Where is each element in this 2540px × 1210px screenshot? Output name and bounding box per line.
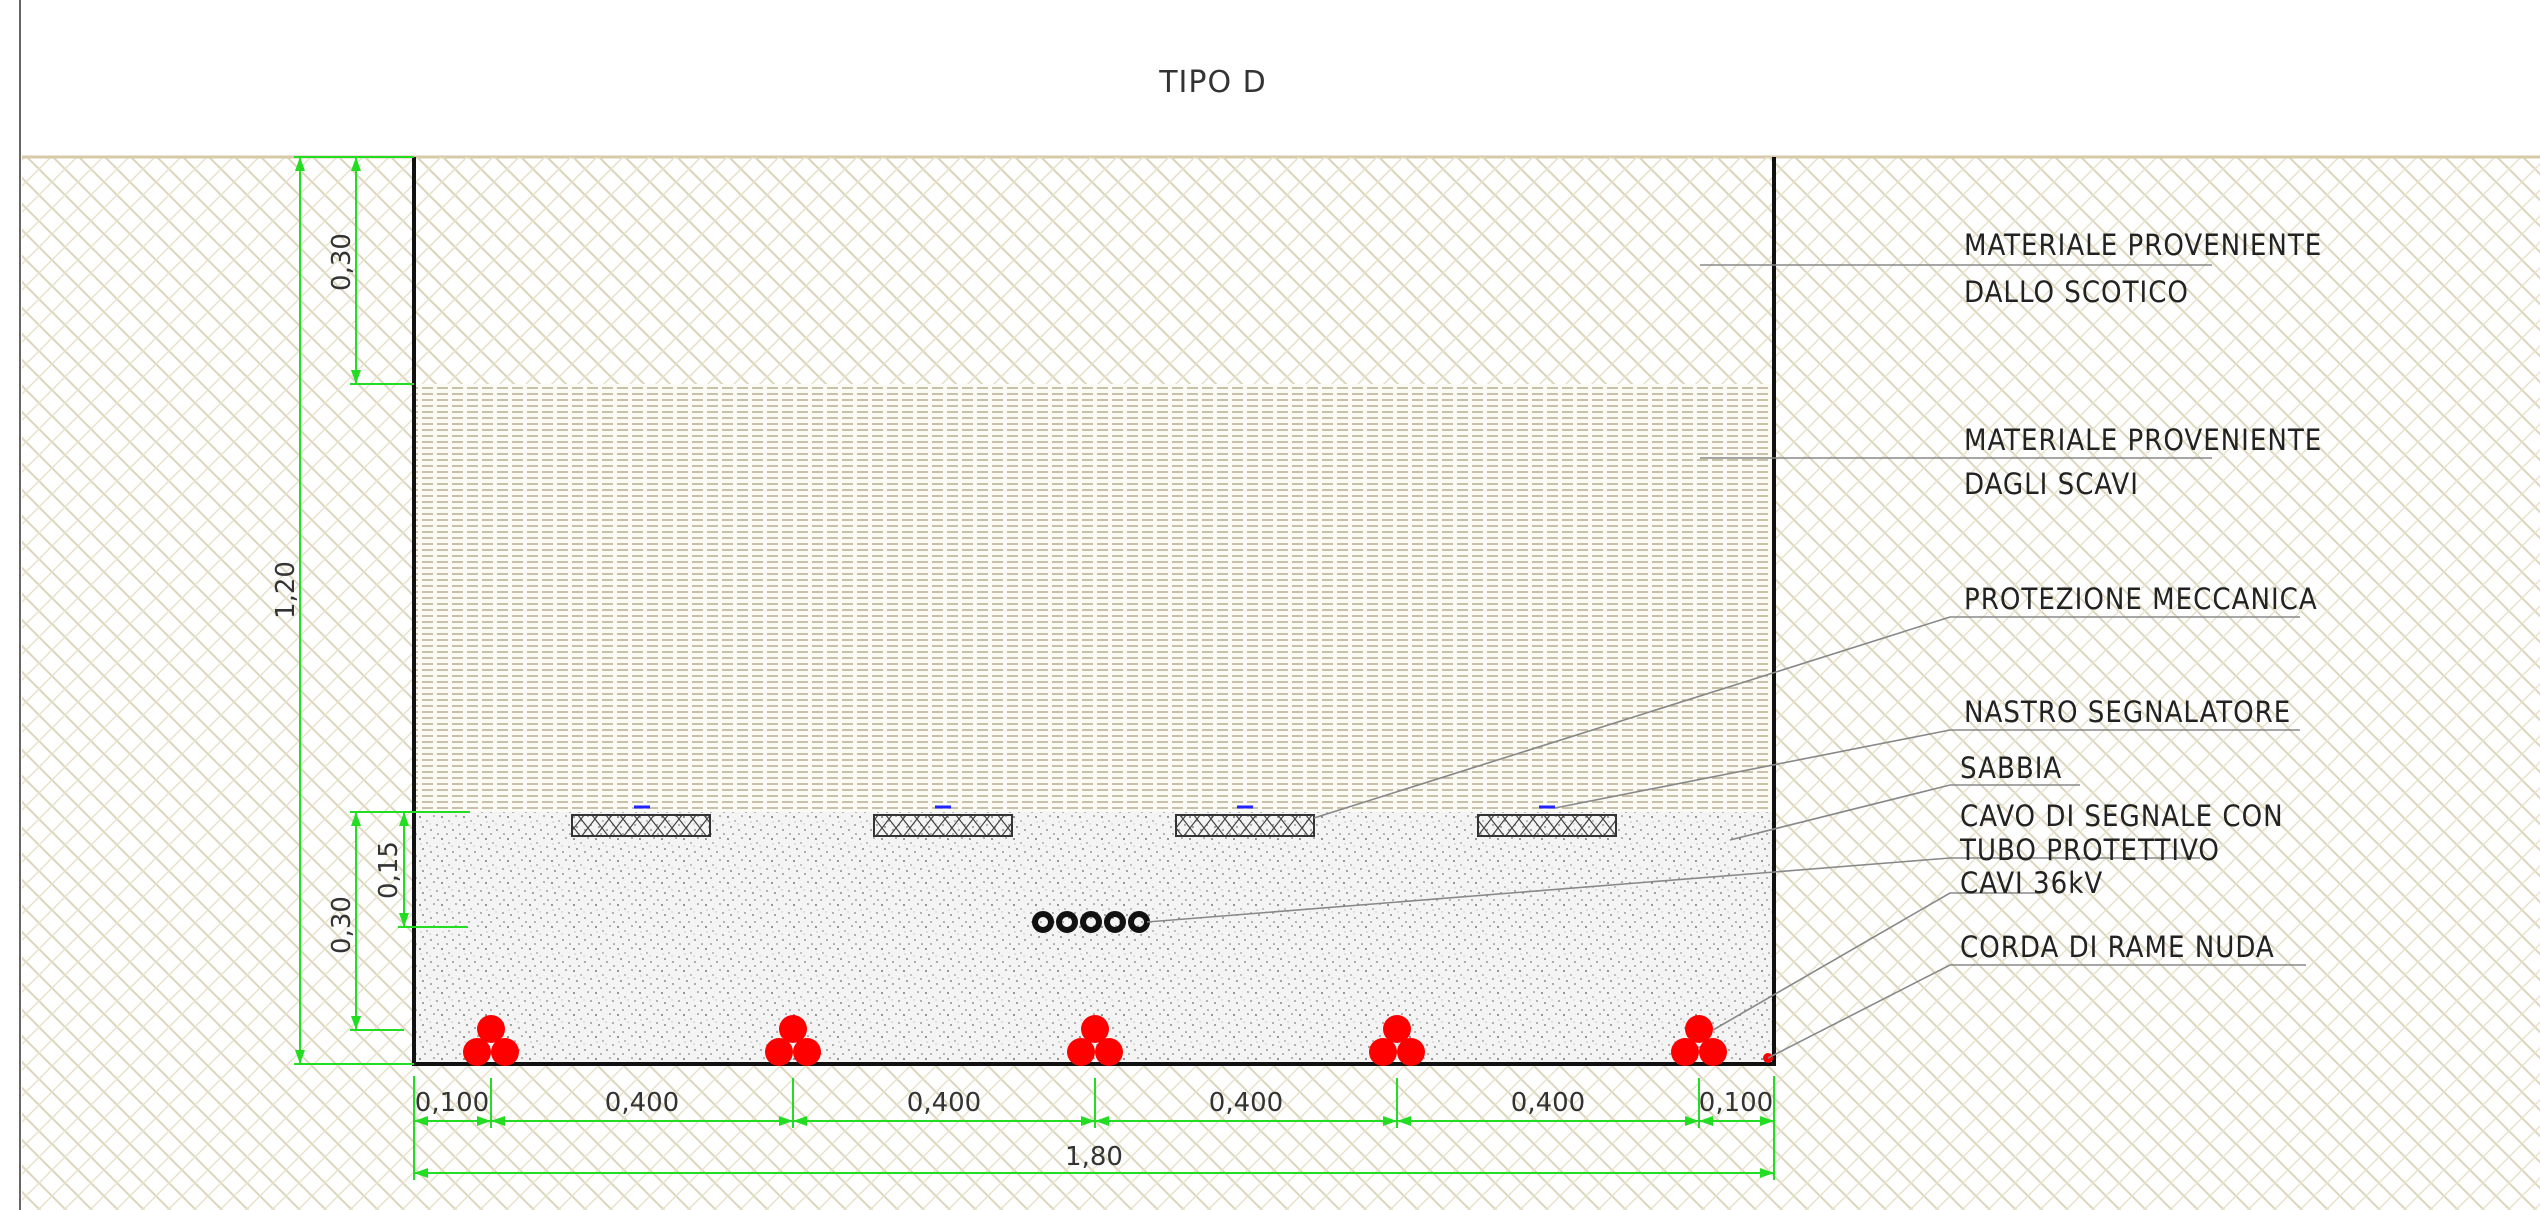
label-scavi-line2: DAGLI SCAVI — [1964, 467, 2139, 501]
dim-width-total: 1,80 — [1065, 1142, 1123, 1172]
label-cavi: CAVI 36kV — [1960, 866, 2103, 900]
label-protezione: PROTEZIONE MECCANICA — [1964, 582, 2318, 616]
dim-spacing: 0,100 — [415, 1088, 489, 1118]
dim-spacing: 0,100 — [1699, 1088, 1773, 1118]
dim-depth-top: 0,30 — [327, 233, 357, 291]
drawing-title: TIPO D — [1158, 65, 1267, 100]
signal-tube — [1056, 911, 1078, 933]
cable-trefoil — [1369, 1015, 1425, 1066]
dim-spacing: 0,400 — [605, 1088, 679, 1118]
dim-depth-signal: 0,15 — [374, 841, 404, 899]
label-nastro: NASTRO SEGNALATORE — [1964, 695, 2291, 729]
signal-tube — [1080, 911, 1102, 933]
label-corda: CORDA DI RAME NUDA — [1960, 930, 2275, 964]
protection-slabs — [571, 814, 1617, 837]
cable-trefoil — [1067, 1015, 1123, 1066]
protection-slab — [873, 814, 1013, 837]
layer-scavi-hatch — [414, 384, 1774, 812]
signal-tubes — [1032, 911, 1150, 933]
protection-slab — [1175, 814, 1315, 837]
leader-lines — [1146, 264, 2306, 1059]
dim-spacing: 0,400 — [907, 1088, 981, 1118]
dim-spacing: 0,400 — [1511, 1088, 1585, 1118]
dim-spacing: 0,400 — [1209, 1088, 1283, 1118]
trench-walls — [412, 157, 1776, 1066]
label-scotico-line2: DALLO SCOTICO — [1964, 275, 2189, 309]
label-scavi-line1: MATERIALE PROVENIENTE — [1964, 423, 2322, 457]
label-cavo-segnale-line2: TUBO PROTETTIVO — [1959, 833, 2220, 867]
cable-trefoil — [765, 1015, 821, 1066]
dim-depth-total: 1,20 — [271, 561, 301, 619]
layer-scotico — [414, 157, 1774, 384]
vertical-dimensions — [294, 156, 470, 1065]
label-cavo-segnale-line1: CAVO DI SEGNALE CON — [1960, 799, 2284, 833]
protection-slab — [571, 814, 711, 837]
cable-trefoil — [463, 1015, 519, 1066]
signal-tube — [1032, 911, 1054, 933]
cable-trefoil — [1671, 1015, 1727, 1066]
signal-tube — [1104, 911, 1126, 933]
protection-slab — [1477, 814, 1617, 837]
label-scotico-line1: MATERIALE PROVENIENTE — [1964, 228, 2322, 262]
dim-depth-bottom: 0,30 — [327, 896, 357, 954]
cable-trefoils — [463, 1015, 1727, 1066]
label-sabbia: SABBIA — [1960, 751, 2062, 785]
